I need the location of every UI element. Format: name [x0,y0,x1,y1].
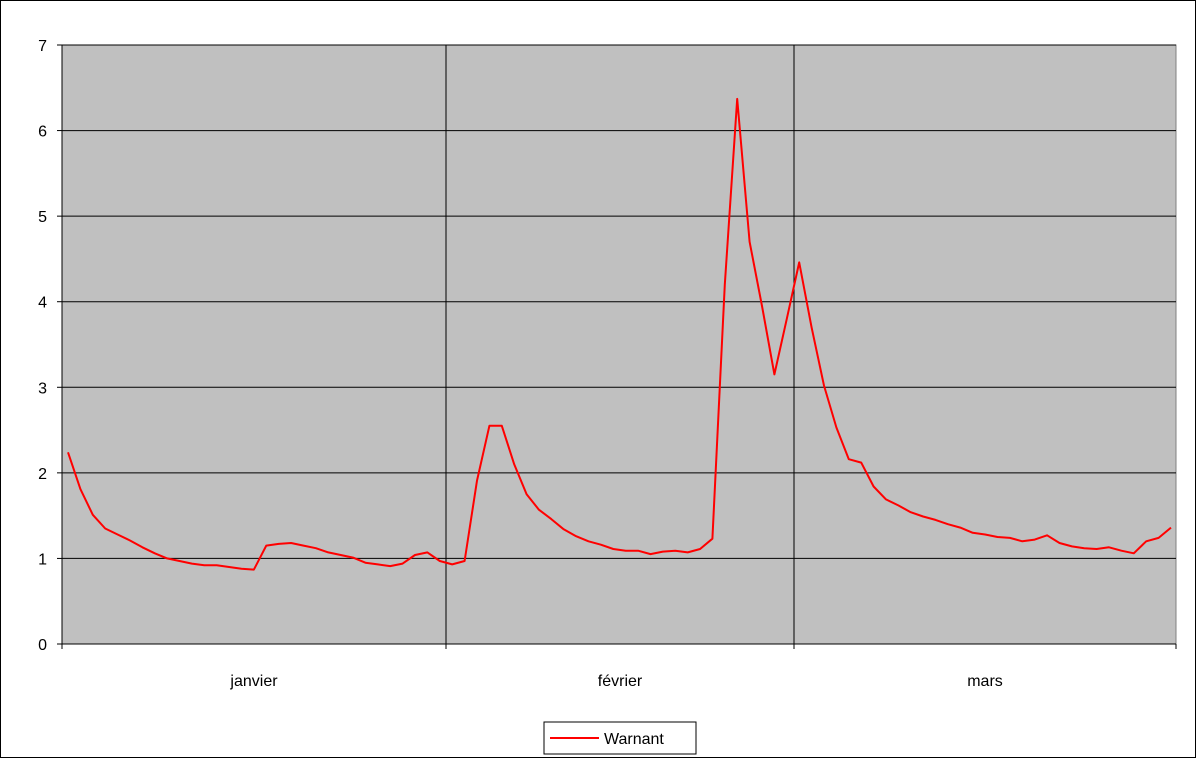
x-category-label: mars [967,673,1003,690]
y-tick-label: 2 [38,466,47,483]
y-tick-label: 4 [38,295,47,312]
y-tick-label: 1 [38,551,47,568]
legend-label: Warnant [604,731,664,748]
y-tick-label: 7 [38,38,47,55]
y-tick-label: 5 [38,209,47,226]
y-tick-label: 3 [38,380,47,397]
x-category-label: février [598,673,643,690]
y-tick-label: 6 [38,124,47,141]
y-tick-label: 0 [38,637,47,654]
series-line [67,97,1172,571]
x-category-label: janvier [229,673,278,690]
plot-area [61,44,1177,645]
